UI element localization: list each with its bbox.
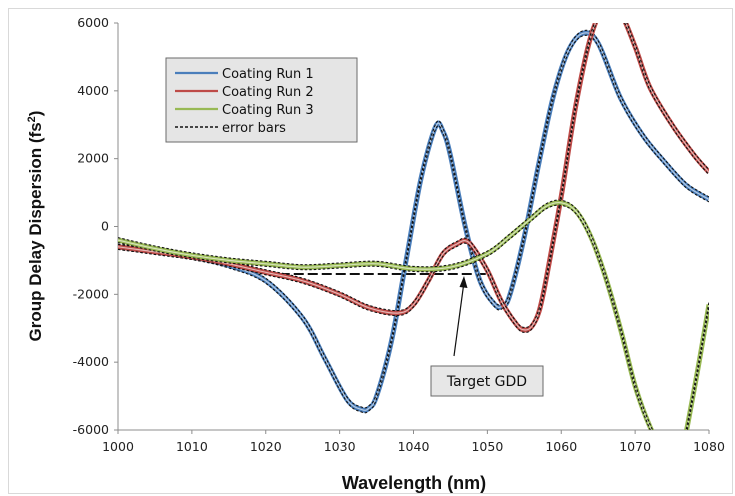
error-bar-upper-run-3 <box>118 199 709 430</box>
target-gdd-arrow <box>453 281 465 357</box>
chart-frame <box>8 8 733 494</box>
target-gdd-label: Target GDD <box>446 374 527 390</box>
x-tick-label: 1080 <box>693 439 725 454</box>
target-gdd-callout: Target GDD <box>430 276 544 397</box>
series-run-3 <box>118 199 709 430</box>
target-gdd-arrowhead <box>459 276 468 288</box>
error-bar-lower-run-2 <box>118 23 709 334</box>
y-tick-label: -2000 <box>73 286 109 301</box>
error-bar-lower-run-3 <box>118 204 709 430</box>
legend-label-run-3: Coating Run 3 <box>222 103 314 118</box>
series-highlight-run-2 <box>118 23 709 331</box>
target-gdd-box <box>430 365 544 397</box>
y-tick-label: 4000 <box>77 83 109 98</box>
legend: Coating Run 1 Coating Run 2 Coating Run … <box>165 57 358 143</box>
x-tick-label: 1050 <box>471 439 503 454</box>
tick-labels: -6000 -4000 -2000 0 2000 4000 6000 1000 1010 1020… <box>73 15 725 454</box>
y-axis-title: Group Delay Dispersion (fs2) <box>26 111 45 342</box>
y-axis-title-end: ) <box>26 111 45 117</box>
x-tick-label: 1070 <box>619 439 651 454</box>
x-tick-label: 1030 <box>324 439 356 454</box>
y-axis-title-main: Group Delay Dispersion (fs <box>26 122 45 341</box>
error-bar-upper-run-2 <box>118 23 709 329</box>
legend-label-run-2: Coating Run 2 <box>222 85 314 100</box>
series-highlight-run-3 <box>118 201 709 430</box>
series-layer <box>118 23 709 430</box>
y-tick-label: -4000 <box>73 354 109 369</box>
series-run-2 <box>118 23 709 334</box>
x-tick-label: 1020 <box>250 439 282 454</box>
plot-axes <box>114 22 710 434</box>
x-tick-label: 1000 <box>102 439 134 454</box>
x-tick-label: 1010 <box>176 439 208 454</box>
x-tick-label: 1060 <box>545 439 577 454</box>
legend-label-error-bars: error bars <box>222 121 286 136</box>
y-tick-label: -6000 <box>73 422 109 437</box>
y-tick-label: 0 <box>101 219 109 234</box>
y-tick-label: 6000 <box>77 15 109 30</box>
x-tick-label: 1040 <box>398 439 430 454</box>
legend-label-run-1: Coating Run 1 <box>222 67 314 82</box>
y-tick-label: 2000 <box>77 151 109 166</box>
x-axis-title: Wavelength (nm) <box>342 473 486 493</box>
y-axis-title-sup: 2 <box>26 116 38 122</box>
